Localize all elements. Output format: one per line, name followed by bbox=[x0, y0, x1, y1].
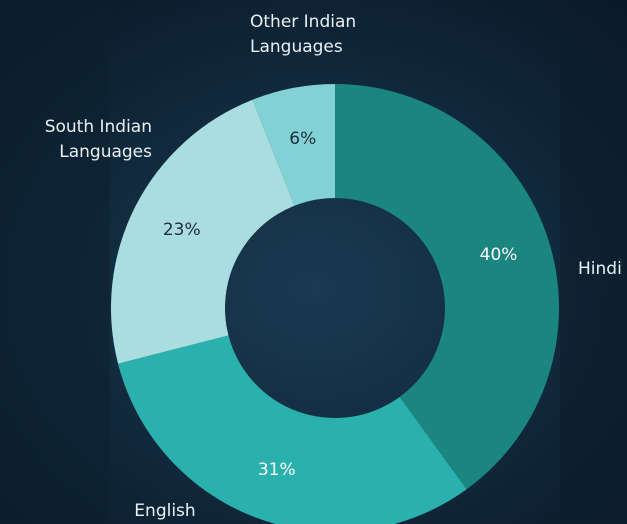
slice bbox=[110, 99, 295, 364]
slice bbox=[335, 84, 560, 490]
slice bbox=[252, 84, 335, 206]
slice bbox=[118, 335, 467, 524]
value-label: 31% bbox=[258, 460, 296, 480]
category-label: English bbox=[134, 501, 196, 521]
category-label: Other Indian Languages bbox=[250, 12, 357, 57]
category-label: Hindi bbox=[578, 259, 622, 279]
value-label: 23% bbox=[163, 220, 201, 240]
category-label: South Indian Languages bbox=[44, 117, 152, 162]
background-shade bbox=[560, 0, 627, 524]
background-shade bbox=[0, 0, 110, 524]
value-label: 40% bbox=[480, 245, 518, 265]
value-label: 6% bbox=[289, 129, 316, 149]
